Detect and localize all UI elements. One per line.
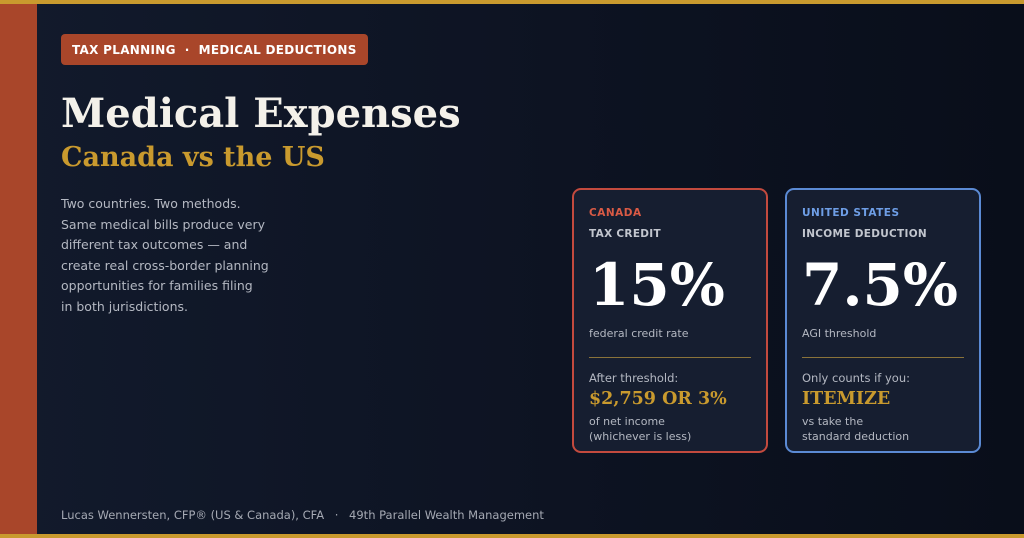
intro-line: Two countries. Two methods. — [61, 196, 241, 211]
card-country: UNITED STATES — [802, 207, 900, 219]
card-note: of net income (whichever is less) — [589, 414, 751, 444]
footer-firm: 49th Parallel Wealth Management — [349, 508, 544, 522]
card-country: CANADA — [589, 207, 642, 219]
footer-credit: Lucas Wennersten, CFP® (US & Canada), CF… — [61, 508, 544, 522]
card-note: vs take the standard deduction — [802, 414, 964, 444]
bottom-border — [0, 534, 1024, 538]
tag-separator: · — [184, 42, 190, 57]
card-note-line: standard deduction — [802, 430, 910, 443]
intro-line: Same medical bills produce very — [61, 216, 265, 232]
footer-separator: · — [334, 508, 339, 522]
category-tag: TAX PLANNING · MEDICAL DEDUCTIONS — [61, 34, 368, 65]
card-detail-label: After threshold: — [589, 371, 679, 385]
tag-secondary: MEDICAL DEDUCTIONS — [198, 42, 357, 57]
intro-text: Two countries. Two methods. Same medical… — [61, 194, 321, 318]
card-note-line: of net income — [589, 415, 665, 428]
page-title: Medical Expenses — [61, 90, 461, 137]
canada-card: CANADA TAX CREDIT 15% federal credit rat… — [572, 188, 768, 453]
card-highlight: ITEMIZE — [802, 389, 891, 409]
top-border — [0, 0, 1024, 4]
card-big-value: 7.5% — [802, 251, 959, 319]
intro-line: different tax outcomes — and — [61, 237, 248, 253]
card-note-line: (whichever is less) — [589, 430, 692, 443]
card-detail-label: Only counts if you: — [802, 371, 910, 385]
intro-line: in both jurisdictions. — [61, 298, 188, 314]
card-method: TAX CREDIT — [589, 228, 661, 240]
card-highlight: $2,759 OR 3% — [589, 389, 727, 409]
card-method: INCOME DEDUCTION — [802, 228, 928, 240]
left-accent-bar — [0, 4, 37, 534]
card-caption: AGI threshold — [802, 327, 877, 340]
card-caption: federal credit rate — [589, 327, 689, 340]
us-card: UNITED STATES INCOME DEDUCTION 7.5% AGI … — [785, 188, 981, 453]
card-divider — [589, 357, 751, 358]
card-big-value: 15% — [589, 251, 725, 319]
footer-author: Lucas Wennersten, CFP® (US & Canada), CF… — [61, 508, 325, 522]
intro-line: create real cross-border planning — [61, 257, 269, 273]
intro-line: opportunities for families filing — [61, 278, 253, 294]
page-subtitle: Canada vs the US — [61, 142, 325, 173]
tag-primary: TAX PLANNING — [72, 42, 176, 57]
card-divider — [802, 357, 964, 358]
card-note-line: vs take the — [802, 415, 864, 428]
